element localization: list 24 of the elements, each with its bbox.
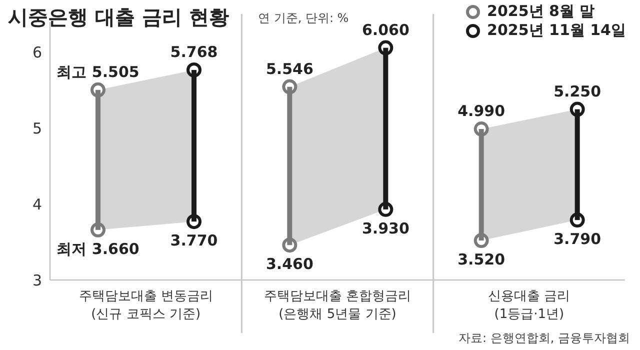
chart-title: 시중은행 대출 금리 현황 (8, 4, 229, 31)
annotation: 3.790 (554, 230, 602, 248)
annotation: 5.546 (266, 60, 314, 78)
text: 자료: 은행연합회, 금융투자협회 (458, 330, 630, 347)
legend-label: 2025년 11월 14일 (486, 21, 626, 40)
chart-subtitle: 연 기준, 단위: % (258, 10, 349, 27)
x-tick-label: 신용대출 금리 (1등급·1년) (488, 289, 570, 322)
y-tick-label: 3 (32, 271, 42, 290)
annotation: 6.060 (362, 20, 410, 39)
x-tick-label: 주택담보대출 혼합형금리 (은행채 5년물 기준) (264, 289, 412, 322)
x-tick-label: 주택담보대출 변동금리 (신규 코픽스 기준) (78, 289, 213, 322)
annotation: 4.990 (458, 102, 506, 120)
annotation: 3.930 (362, 219, 410, 238)
annotation: 3.460 (266, 255, 314, 274)
annotation: 5.250 (554, 82, 602, 100)
annotation: 3.520 (458, 250, 506, 269)
legend-label: 2025년 8월 말 (486, 2, 596, 21)
y-tick-label: 6 (32, 44, 42, 62)
annotation: 최고 5.505 (56, 62, 140, 81)
y-tick-label: 4 (32, 195, 42, 214)
annotation: 최저 3.660 (56, 240, 140, 258)
y-tick-label: 5 (32, 120, 42, 138)
annotation: 3.770 (170, 232, 218, 250)
annotation: 5.768 (170, 42, 218, 61)
